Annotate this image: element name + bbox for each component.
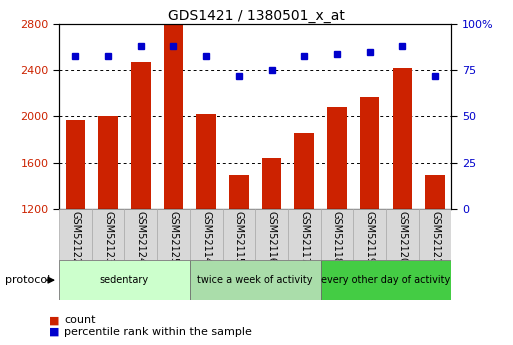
Text: percentile rank within the sample: percentile rank within the sample [64,327,252,337]
Bar [360,97,380,209]
Bar [353,209,386,260]
Text: GSM52123: GSM52123 [103,211,113,264]
Bar [66,120,85,209]
Text: GSM52115: GSM52115 [234,211,244,264]
Bar [59,260,190,300]
Text: GSM52120: GSM52120 [398,211,407,264]
Text: ■: ■ [49,315,59,325]
Bar [327,107,347,209]
Text: GSM52117: GSM52117 [299,211,309,264]
Text: sedentary: sedentary [100,275,149,285]
Bar [190,260,321,300]
Bar [157,209,190,260]
Bar [288,209,321,260]
Bar [386,209,419,260]
Text: GDS1421 / 1380501_x_at: GDS1421 / 1380501_x_at [168,9,345,23]
Text: GSM52119: GSM52119 [365,211,374,264]
Bar [131,62,150,209]
Bar [294,132,314,209]
Text: GSM52125: GSM52125 [168,211,179,264]
Bar [321,209,353,260]
Bar [196,114,216,209]
Text: count: count [64,315,95,325]
Text: twice a week of activity: twice a week of activity [198,275,313,285]
Text: GSM52121: GSM52121 [430,211,440,264]
Bar [190,209,223,260]
Text: every other day of activity: every other day of activity [322,275,450,285]
Text: protocol: protocol [5,275,50,285]
Bar [425,175,445,209]
Text: GSM52116: GSM52116 [267,211,277,264]
Bar [255,209,288,260]
Text: GSM52122: GSM52122 [70,211,81,264]
Bar [229,175,249,209]
Bar [164,24,183,209]
Bar [124,209,157,260]
Text: GSM52118: GSM52118 [332,211,342,264]
Text: ■: ■ [49,327,59,337]
Bar [419,209,451,260]
Text: GSM52124: GSM52124 [136,211,146,264]
Bar [321,260,451,300]
Bar [223,209,255,260]
Text: GSM52114: GSM52114 [201,211,211,264]
Bar [262,158,281,209]
Bar [98,117,118,209]
Bar [59,209,92,260]
Bar [392,68,412,209]
Bar [92,209,125,260]
